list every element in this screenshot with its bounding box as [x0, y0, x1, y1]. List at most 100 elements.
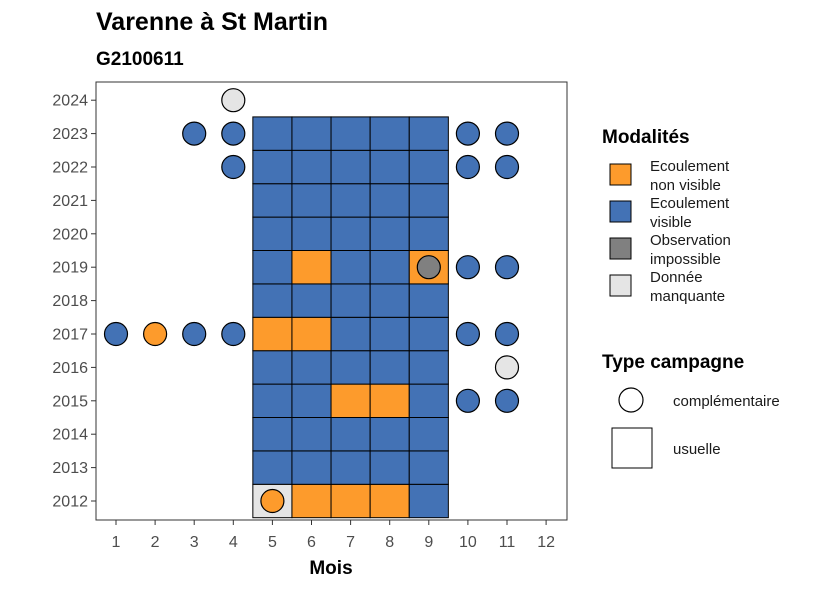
tile-2017-6: [291, 316, 332, 352]
chart-subtitle: G2100611: [96, 49, 184, 70]
y-axis: 2012 2013 2014 2015 2016 2017 2018 2019 2020 2021…: [52, 93, 96, 511]
tile-2017-7: [330, 316, 371, 352]
legend-key-complementaire: [618, 387, 644, 413]
point-2017-4: [221, 321, 246, 347]
legend-label-ecoulement-visible-line2: visible: [650, 214, 692, 231]
tile-2020-7: [330, 216, 371, 252]
tile-2016-6: [291, 350, 332, 385]
legend-key-ecoulement-non-visible: [609, 163, 632, 186]
tile-2014-5: [252, 417, 293, 452]
legend-label-donnee-manquante-line1: Donnée: [650, 269, 703, 286]
tile-2013-6: [291, 450, 332, 485]
legend-key-donnee-manquante: [609, 274, 632, 297]
y-tick-2022: 2022: [52, 160, 88, 177]
tile-2018-7: [330, 283, 371, 318]
x-tick-11: 11: [499, 534, 516, 551]
tile-2022-5: [252, 149, 293, 185]
legend-label-ecoulement-visible-line1: Ecoulement: [650, 195, 730, 212]
tile-2019-8: [369, 250, 410, 285]
tile-2021-8: [369, 183, 410, 218]
y-tick-2014: 2014: [52, 427, 88, 444]
x-tick-7: 7: [346, 534, 355, 551]
tile-2017-5: [252, 316, 293, 352]
tile-2015-8: [369, 383, 410, 419]
tile-2022-6: [291, 149, 332, 185]
point-2017-10: [455, 321, 480, 347]
tile-2019-7: [330, 250, 371, 285]
legend-label-ecoulement-non-visible-line1: Ecoulement: [650, 158, 730, 175]
tile-2018-6: [291, 283, 332, 318]
point-2023-11: [494, 121, 520, 146]
x-tick-4: 4: [229, 534, 238, 551]
tile-2018-5: [252, 283, 293, 318]
point-2022-10: [455, 154, 480, 180]
tile-2020-9: [408, 216, 449, 252]
legend-modalites-title: Modalités: [602, 127, 690, 148]
tile-2021-6: [291, 183, 332, 218]
x-tick-1: 1: [112, 534, 121, 551]
legend-campagne-title: Type campagne: [602, 352, 744, 373]
point-2017-2: [143, 321, 168, 347]
x-tick-8: 8: [385, 534, 394, 551]
point-2017-1: [103, 321, 129, 347]
point-2017-3: [182, 321, 207, 347]
tile-2016-7: [330, 350, 371, 385]
tile-2012-6: [291, 483, 332, 519]
point-2019-11: [494, 255, 520, 280]
x-axis: 1 2 3 4 5 6 7 8 9 10 11 12: [112, 520, 555, 551]
usuelle-tiles: [252, 116, 449, 519]
point-2024-4: [221, 88, 246, 113]
tile-2015-7: [330, 383, 371, 419]
tile-2012-9: [408, 483, 449, 519]
tile-2021-5: [252, 183, 293, 218]
legend-type-campagne: Type campagne complémentaire usuelle: [602, 352, 780, 469]
tile-2016-5: [252, 350, 293, 385]
tile-2023-7: [330, 116, 371, 151]
point-2019-10: [455, 255, 480, 280]
point-2016-11: [494, 355, 520, 380]
tile-2020-8: [369, 216, 410, 252]
tile-2015-9: [408, 383, 449, 419]
tile-2023-6: [291, 116, 332, 151]
tile-2020-6: [291, 216, 332, 252]
tile-2017-8: [369, 316, 410, 352]
point-2022-4: [221, 154, 246, 180]
tile-2018-8: [369, 283, 410, 318]
y-tick-2020: 2020: [52, 226, 88, 243]
x-axis-title: Mois: [309, 558, 352, 579]
x-tick-3: 3: [190, 534, 199, 551]
point-2017-11: [494, 321, 520, 347]
tile-2012-8: [369, 483, 410, 519]
tile-2013-8: [369, 450, 410, 485]
x-tick-9: 9: [424, 534, 433, 551]
legend-key-ecoulement-visible: [609, 200, 632, 223]
point-2012-5: [260, 488, 285, 514]
tile-2021-9: [408, 183, 449, 218]
point-2023-4: [221, 121, 246, 146]
tile-2013-7: [330, 450, 371, 485]
point-2023-10: [455, 121, 480, 146]
tile-2015-5: [252, 383, 293, 419]
legend-label-observation-impossible-line1: Observation: [650, 232, 731, 249]
point-2022-11: [494, 154, 520, 180]
x-tick-10: 10: [459, 534, 477, 551]
tile-2014-9: [408, 417, 449, 452]
y-tick-2018: 2018: [52, 293, 88, 310]
chart-title: Varenne à St Martin: [96, 8, 328, 36]
tile-2014-6: [291, 417, 332, 452]
tile-2022-9: [408, 149, 449, 185]
y-tick-2016: 2016: [52, 360, 88, 377]
point-2015-10: [455, 388, 480, 413]
legend-label-ecoulement-non-visible-line2: non visible: [650, 177, 721, 194]
legend-key-observation-impossible: [609, 237, 632, 260]
legend-label-donnee-manquante-line2: manquante: [650, 288, 725, 305]
legend-label-observation-impossible-line2: impossible: [650, 251, 721, 268]
tile-2023-9: [408, 116, 449, 151]
y-tick-2024: 2024: [52, 93, 88, 110]
y-tick-2012: 2012: [52, 494, 88, 511]
tile-2013-9: [408, 450, 449, 485]
y-tick-2019: 2019: [52, 260, 88, 277]
legend-label-complementaire: complémentaire: [673, 393, 780, 410]
